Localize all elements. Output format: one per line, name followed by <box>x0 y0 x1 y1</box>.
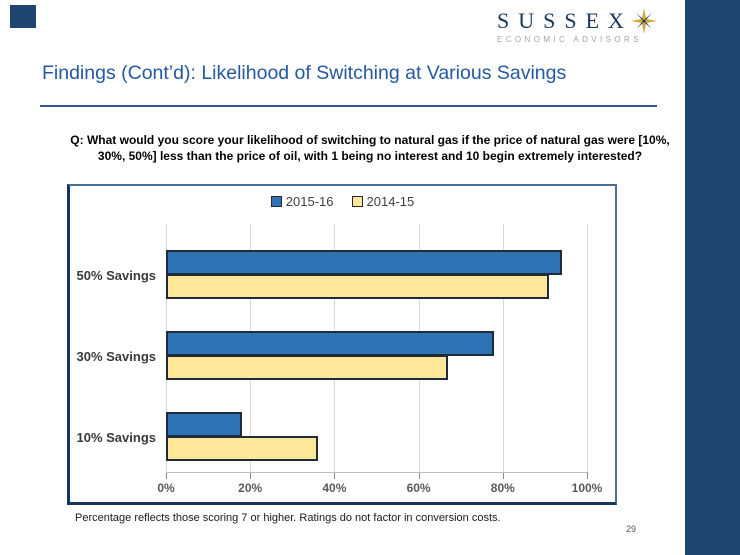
bar-2015-16-50-savings <box>166 250 562 275</box>
bar-2015-16-10-savings <box>166 412 242 437</box>
page-number: 29 <box>626 524 637 534</box>
corner-accent <box>10 5 36 28</box>
x-axis-label: 60% <box>406 481 431 495</box>
right-sidebar <box>685 0 740 555</box>
x-axis-label: 20% <box>238 481 263 495</box>
compass-star-icon <box>630 8 657 34</box>
bar-2014-15-30-savings <box>166 355 449 380</box>
legend-label: 2014-15 <box>366 194 415 209</box>
chart-legend: 2015-16 2014-15 <box>70 194 615 209</box>
chart-container: 2015-16 2014-15 0% 20% 40% 60% 80% 100% 50% Sav… <box>67 184 617 505</box>
bar-2015-16-30-savings <box>166 331 495 356</box>
category-label: 50% Savings <box>76 267 157 283</box>
legend-label: 2015-16 <box>285 194 334 209</box>
plot-area: 0% 20% 40% 60% 80% 100% 50% Savings 30% Savings… <box>70 186 615 502</box>
category-label: 30% Savings <box>76 348 157 364</box>
footnote: Percentage reflects those scoring 7 or h… <box>75 512 501 524</box>
x-axis-label: 100% <box>571 481 603 495</box>
axis-tick <box>418 472 420 479</box>
legend-item-2015-16: 2015-16 <box>270 194 334 209</box>
gridline <box>587 224 588 472</box>
bar-2014-15-50-savings <box>166 274 550 299</box>
axis-tick <box>502 472 504 479</box>
x-axis-label: 0% <box>157 481 175 495</box>
gridline <box>502 224 504 472</box>
legend-swatch-2014-15 <box>351 196 363 207</box>
legend-swatch-2015-16 <box>270 196 282 207</box>
x-axis-line <box>166 472 587 473</box>
axis-tick <box>587 472 588 479</box>
logo-wordmark: SUSSEX <box>497 8 633 33</box>
sussex-logo: SUSSEX ECONOMIC ADVISORS <box>497 8 672 44</box>
x-axis-label: 80% <box>490 481 515 495</box>
category-label: 10% Savings <box>76 429 157 445</box>
axis-tick <box>334 472 336 479</box>
bar-2014-15-10-savings <box>166 436 318 461</box>
x-axis-label: 40% <box>322 481 347 495</box>
axis-tick <box>250 472 252 479</box>
question-text: Q: What would you score your likelihood … <box>70 133 670 164</box>
slide-title: Findings (Cont’d): Likelihood of Switchi… <box>42 62 567 84</box>
title-divider <box>40 105 657 107</box>
axis-tick <box>166 472 167 479</box>
logo-tagline: ECONOMIC ADVISORS <box>497 35 642 44</box>
legend-item-2014-15: 2014-15 <box>351 194 415 209</box>
